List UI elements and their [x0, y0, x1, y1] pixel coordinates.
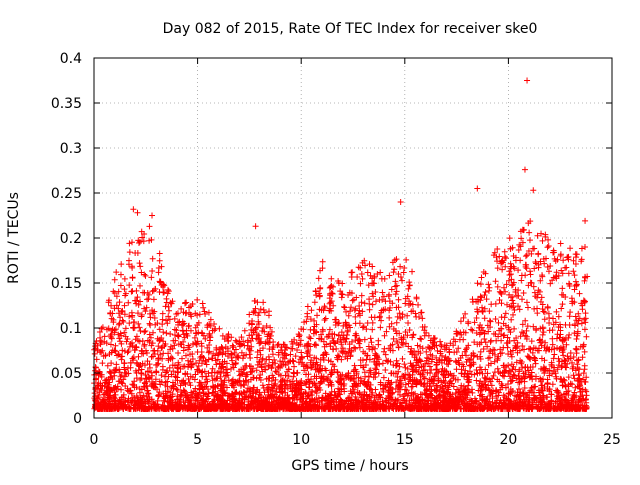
chart-title: Day 082 of 2015, Rate Of TEC Index for r… — [163, 21, 538, 37]
